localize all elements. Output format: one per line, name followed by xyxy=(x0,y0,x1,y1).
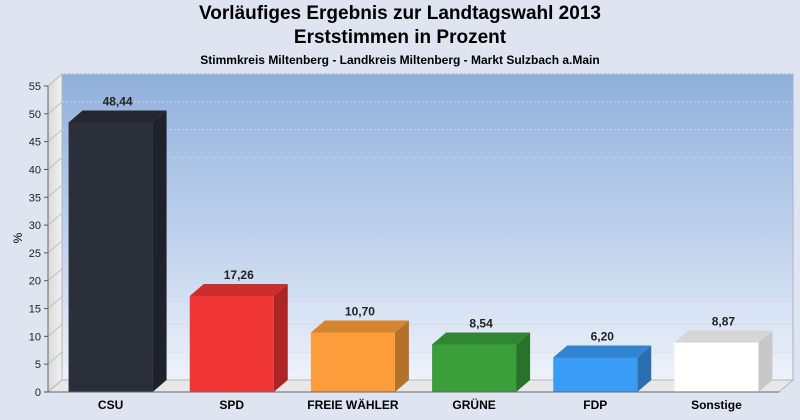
bar xyxy=(68,122,153,393)
y-tick-label: 20 xyxy=(29,276,41,288)
bar xyxy=(432,344,517,392)
y-tick-label: 35 xyxy=(29,192,41,204)
gridline-side xyxy=(47,184,63,198)
bar-side xyxy=(758,330,773,392)
y-tick-label: 10 xyxy=(29,331,41,343)
bar-value-label: 17,26 xyxy=(224,268,254,282)
y-tick-label: 45 xyxy=(29,137,41,149)
bar-value-label: 48,44 xyxy=(103,94,133,108)
bar xyxy=(189,295,274,392)
gridline-side xyxy=(47,240,63,254)
x-tick-label: SPD xyxy=(219,398,244,412)
bar xyxy=(674,342,759,392)
gridline-side xyxy=(47,351,63,365)
gridline-side xyxy=(47,157,63,170)
bar-side xyxy=(273,283,288,392)
bar-top xyxy=(553,345,652,358)
gridline-side xyxy=(47,73,63,87)
gridline-side xyxy=(47,268,63,282)
gridline-side xyxy=(47,212,63,226)
y-tick-label: 30 xyxy=(29,220,41,232)
x-tick-label: CSU xyxy=(98,398,123,412)
x-tick-label: Sonstige xyxy=(691,398,742,412)
chart-subsubtitle: Stimmkreis Miltenberg - Landkreis Milten… xyxy=(200,53,600,67)
bar-value-label: 6,20 xyxy=(591,330,615,344)
y-tick-label: 50 xyxy=(29,109,41,121)
bar-value-label: 8,54 xyxy=(469,316,493,330)
gridline-side xyxy=(47,101,63,115)
gridline-side xyxy=(47,323,63,337)
bar-top xyxy=(674,330,773,343)
bar-side xyxy=(516,332,531,392)
y-tick-label: 55 xyxy=(29,81,41,93)
gridline-side xyxy=(47,129,63,143)
bar-value-label: 10,70 xyxy=(345,304,375,318)
y-tick-label: 25 xyxy=(29,248,41,260)
bar xyxy=(310,332,395,392)
gridline-side xyxy=(47,296,63,309)
y-tick-label: 40 xyxy=(29,164,41,176)
bar-top xyxy=(68,110,167,123)
x-tick-label: FDP xyxy=(583,398,607,412)
y-tick-label: 0 xyxy=(35,387,41,399)
bar xyxy=(553,357,638,392)
chart-title: Vorläufiges Ergebnis zur Landtagswahl 20… xyxy=(199,3,601,24)
x-tick-label: GRÜNE xyxy=(452,397,495,412)
y-tick-label: 15 xyxy=(29,304,41,316)
chart-subtitle: Erststimmen in Prozent xyxy=(293,27,507,48)
y-tick-label: 5 xyxy=(35,359,41,371)
y-axis-label: % xyxy=(11,232,25,243)
bar-top xyxy=(310,320,409,333)
x-tick-label: FREIE WÄHLER xyxy=(307,397,399,412)
bar-side xyxy=(152,110,167,393)
left-wall xyxy=(47,72,63,394)
bar-top xyxy=(432,332,531,345)
bar-top xyxy=(189,283,288,296)
back-wall xyxy=(61,73,794,381)
bar-side xyxy=(637,345,652,392)
bar-value-label: 8,87 xyxy=(712,315,736,329)
bar-side xyxy=(394,320,409,392)
